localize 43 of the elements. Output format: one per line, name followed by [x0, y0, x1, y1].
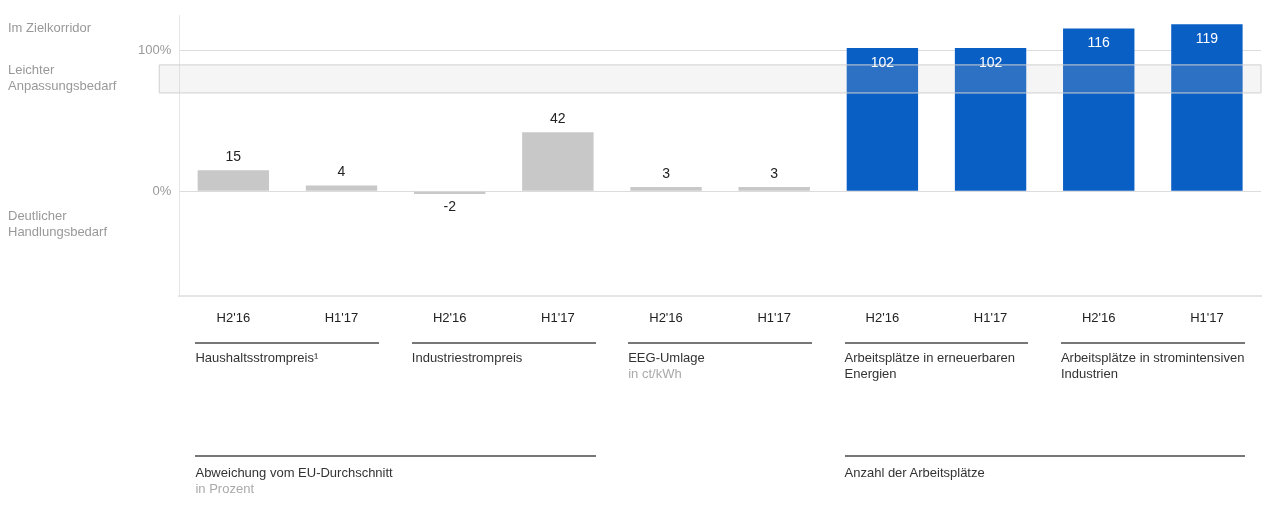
x-tick-label: H1'17	[324, 309, 359, 325]
text: Im Zielkorridor	[8, 19, 93, 36]
bar	[954, 48, 1027, 191]
x-tick-label: H2'16	[1081, 309, 1116, 325]
text: Abweichung vom EU-Durchschnitt	[195, 465, 394, 481]
x-tick-label: H2'16	[649, 309, 683, 325]
data-label: 3	[770, 164, 779, 181]
text: Haushaltsstrompreis¹	[195, 350, 320, 366]
data-label: 116	[1087, 34, 1111, 51]
bar	[305, 185, 378, 191]
text: Arbeitsplätze in stromintensiven Industrien	[1060, 350, 1246, 382]
y-tick-label: 100%	[138, 42, 172, 58]
bar	[846, 48, 919, 191]
bar	[1063, 28, 1135, 191]
text: Anzahl der Arbeitsplätze	[844, 465, 986, 481]
x-tick-label: H2'16	[216, 309, 251, 325]
x-tick-label: H1'17	[1190, 309, 1224, 325]
data-label: 42	[550, 110, 566, 127]
data-label: 102	[870, 53, 895, 70]
x-tick-label: H2'16	[865, 309, 900, 325]
x-tick-label: H1'17	[973, 309, 1008, 325]
x-tick-label: H1'17	[541, 309, 575, 325]
x-tick-label: H2'16	[432, 309, 467, 325]
data-label: 119	[1195, 30, 1219, 47]
bar	[738, 186, 810, 191]
x-tick-label: H1'17	[757, 309, 791, 325]
text: in Prozent	[195, 481, 255, 497]
data-label: 102	[978, 53, 1003, 70]
text: Industriestrompreis	[411, 350, 524, 366]
data-label: 3	[662, 164, 671, 181]
bar	[522, 132, 594, 191]
bar	[1171, 24, 1243, 191]
data-label: 4	[337, 163, 346, 180]
text: in ct/kWh	[628, 366, 683, 382]
text: EEG-Umlage	[628, 350, 706, 366]
y-tick-label: 0%	[152, 182, 172, 198]
bar	[197, 170, 270, 191]
text: Deutlicher Handlungsbedarf	[8, 208, 109, 240]
data-label: 15	[225, 147, 242, 164]
text: Arbeitsplätze in erneuerbaren Energien	[844, 350, 1017, 382]
data-label: -2	[443, 197, 457, 214]
text: Leichter Anpassungsbedarf	[8, 62, 118, 95]
bar	[630, 186, 702, 191]
